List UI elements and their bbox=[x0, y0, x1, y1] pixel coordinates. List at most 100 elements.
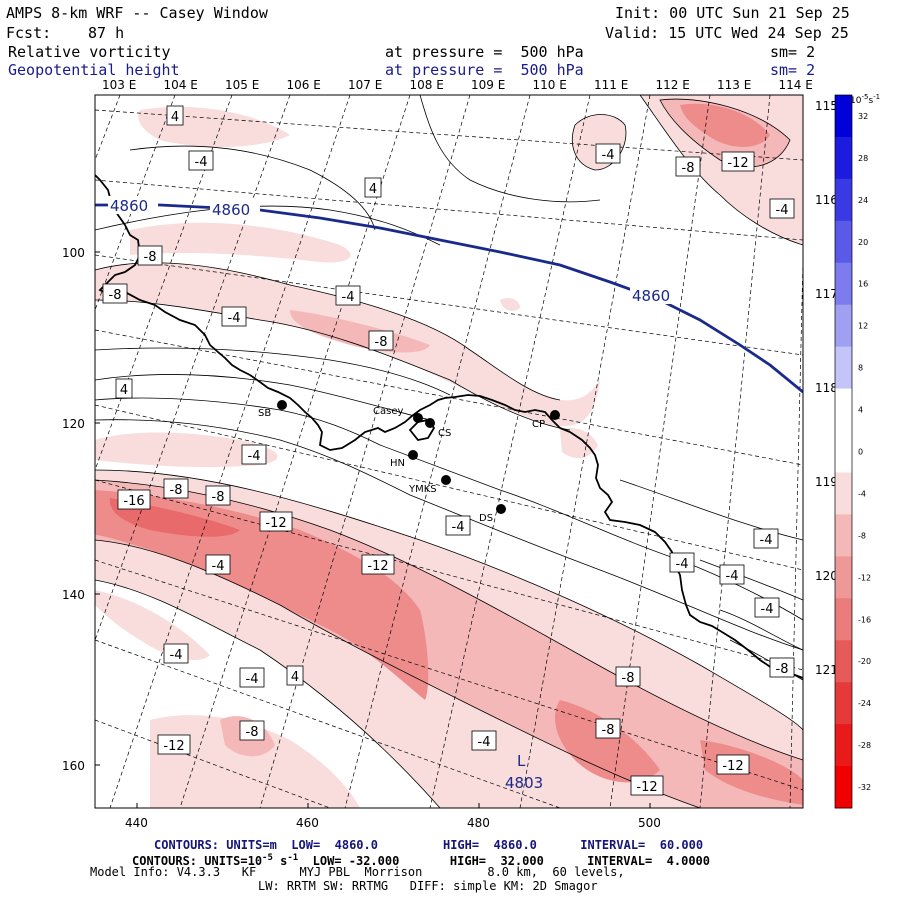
meridian-line bbox=[109, 95, 351, 808]
top-longitude-label: 110 E bbox=[533, 78, 567, 92]
top-longitude-label: 113 E bbox=[717, 78, 751, 92]
contour-label: -4 bbox=[246, 672, 259, 687]
colorbar-swatch bbox=[835, 95, 852, 138]
vorticity-band-light bbox=[500, 297, 520, 311]
meridian-line bbox=[699, 95, 771, 808]
plot-frame bbox=[94, 94, 804, 809]
colorbar-tick-label: 32 bbox=[858, 112, 868, 121]
colorbar-tick-label: -12 bbox=[858, 573, 871, 582]
vorticity-contour-line bbox=[639, 95, 803, 246]
colorbar-tick-label: 16 bbox=[858, 280, 868, 289]
meridian-line bbox=[789, 259, 803, 808]
contour-label: -8 bbox=[776, 662, 789, 677]
station-label-ymks: YMKS bbox=[408, 484, 437, 495]
colorbar-swatch bbox=[835, 304, 852, 348]
low-marker: L bbox=[517, 752, 526, 770]
contour-label: -8 bbox=[109, 288, 122, 303]
vorticity-band-strong bbox=[680, 103, 770, 147]
axis-ticks bbox=[95, 251, 651, 808]
colorbar-swatch bbox=[835, 136, 852, 180]
height-label-box bbox=[630, 286, 680, 304]
vorticity-contour-line bbox=[95, 205, 441, 246]
contour-label: -4 bbox=[776, 203, 789, 218]
meridian-line bbox=[259, 95, 471, 808]
vorticity-band-light bbox=[130, 222, 351, 263]
contour-label-box bbox=[166, 105, 184, 126]
contour-label: -12 bbox=[722, 759, 743, 774]
contour-label: -4 bbox=[342, 290, 355, 305]
vorticity-contour-line bbox=[95, 374, 431, 421]
contour-label-box bbox=[615, 666, 641, 687]
field1-level: at pressure = 500 hPa bbox=[385, 43, 584, 61]
contour-label-box bbox=[115, 378, 133, 399]
contour-label: -4 bbox=[726, 569, 739, 584]
chart-title: AMPS 8-km WRF -- Casey Window bbox=[6, 4, 268, 22]
x-axis-label: 440 bbox=[125, 816, 148, 830]
top-longitude-label: 107 E bbox=[348, 78, 382, 92]
vorticity-contour-line bbox=[95, 539, 701, 808]
colorbar-tick-label: 4 bbox=[858, 406, 863, 415]
contour-label-box bbox=[753, 528, 779, 549]
vorticity-band-light bbox=[95, 590, 210, 660]
contour-label-box bbox=[163, 478, 189, 499]
station-label-hn: HN bbox=[390, 458, 405, 469]
contour-label: -8 bbox=[170, 483, 183, 498]
height-label: 4860 bbox=[212, 201, 250, 219]
y-axis-label: 160 bbox=[62, 759, 85, 773]
colorbar-tick-label: -32 bbox=[858, 783, 871, 792]
geopotential-labels: 4860 4860 4860 L 4803 bbox=[108, 196, 680, 792]
colorbar-swatch bbox=[835, 640, 852, 683]
colorbar-swatch bbox=[835, 388, 852, 432]
contour-label: -8 bbox=[622, 671, 635, 686]
contour-label-box bbox=[157, 734, 191, 755]
colorbar-tick-label: -8 bbox=[858, 531, 866, 540]
vorticity-contour-line bbox=[95, 419, 803, 651]
contour-label-box bbox=[630, 775, 664, 796]
colorbar-tick-label: -16 bbox=[858, 615, 871, 624]
contour-label-box bbox=[595, 718, 621, 739]
vorticity-band-light bbox=[95, 432, 278, 468]
parallel-line bbox=[95, 254, 803, 356]
contour-label-box bbox=[221, 306, 247, 327]
station-label-cs: CS bbox=[438, 428, 451, 439]
contour-label: -12 bbox=[367, 559, 388, 574]
valid-time: Valid: 15 UTC Wed 24 Sep 25 bbox=[605, 24, 849, 42]
vorticity-contour-line bbox=[95, 262, 561, 401]
vorticity-contour-line bbox=[95, 347, 451, 396]
station-dot bbox=[408, 450, 418, 460]
top-longitude-label: 112 E bbox=[656, 78, 690, 92]
contour-label: -12 bbox=[163, 739, 184, 754]
contour-label: -4 bbox=[195, 155, 208, 170]
axis-labels: 100 120 140 160 440 460 480 500 bbox=[62, 246, 661, 830]
contour-label: 4 bbox=[369, 182, 377, 197]
x-axis-label: 460 bbox=[296, 816, 319, 830]
colorbar-swatch bbox=[835, 262, 852, 306]
contour-label-box bbox=[669, 552, 695, 573]
forecast-hour: 87 h bbox=[88, 24, 125, 42]
contour-label: 4 bbox=[120, 383, 128, 398]
colorbar-tick-label: 8 bbox=[858, 364, 863, 373]
colorbar-swatch bbox=[835, 724, 852, 767]
contour-label-box bbox=[188, 150, 214, 171]
contour-label-box bbox=[769, 198, 795, 219]
top-longitude-label: 103 E bbox=[102, 78, 136, 92]
contour-label-box bbox=[754, 597, 780, 618]
contour-label: -4 bbox=[212, 559, 225, 574]
contour-label: -4 bbox=[760, 533, 773, 548]
colorbar-tick-label: 12 bbox=[858, 322, 868, 331]
colorbar-swatch bbox=[835, 178, 852, 222]
top-longitude-labels: 103 E 104 E 105 E 106 E 107 E 108 E 109 E 110 E… bbox=[102, 78, 813, 92]
contour-label-box bbox=[471, 730, 497, 751]
contour-label: -8 bbox=[212, 490, 225, 505]
colorbar-swatch bbox=[835, 556, 852, 599]
colorbar-tick-label: -28 bbox=[858, 741, 871, 750]
contour-label: -8 bbox=[602, 723, 615, 738]
contour-label-box bbox=[102, 283, 128, 304]
height-label-box bbox=[108, 196, 158, 214]
contour-label-box bbox=[163, 643, 189, 664]
colorbar-swatch bbox=[835, 346, 852, 390]
contour-label: -4 bbox=[228, 311, 241, 326]
contour-label: -4 bbox=[676, 557, 689, 572]
contour-label-box bbox=[239, 667, 265, 688]
